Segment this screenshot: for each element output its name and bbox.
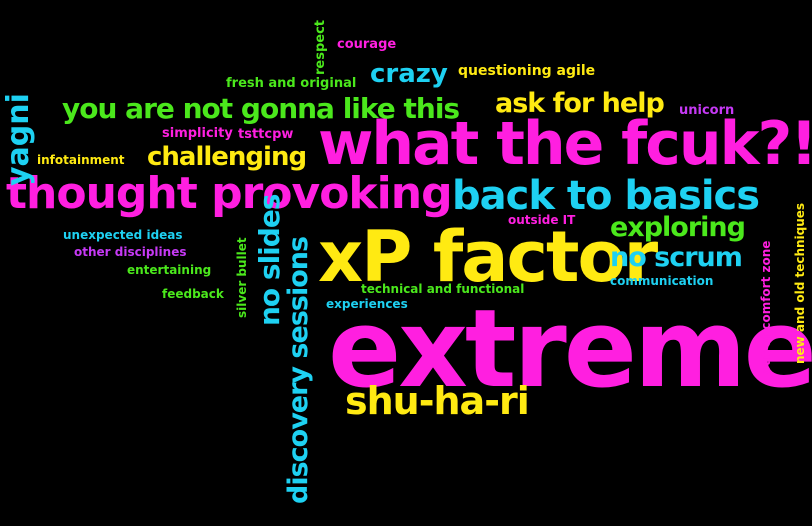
word-courage: courage (337, 37, 397, 52)
word-feedback: feedback (162, 287, 224, 301)
word-communication: communication (610, 274, 714, 288)
word-tsttcpw: tsttcpw (238, 127, 294, 142)
word-unexpected-ideas: unexpected ideas (63, 228, 183, 242)
word-out-of-comfort-zone: out of comfort zone (759, 240, 773, 374)
word-ask-for-help: ask for help (495, 88, 665, 119)
word-thought-provoking: thought provoking (6, 168, 453, 219)
word-technical-and-functional: technical and functional (361, 282, 525, 296)
word-what-the-fcuk: what the fcuk?! (318, 109, 812, 179)
word-outside-it: outside IT (508, 213, 576, 227)
word-no-scrum: no scrum (610, 242, 743, 273)
word-fresh-and-original: fresh and original (226, 76, 357, 91)
word-infotainment: infotainment (37, 153, 125, 167)
word-unicorn: unicorn (679, 103, 735, 118)
word-crazy: crazy (370, 59, 448, 89)
word-discovery-sessions: discovery sessions (283, 236, 314, 504)
word-experiences: experiences (326, 297, 408, 311)
word-you-are-not-gonna-like-this: you are not gonna like this (62, 92, 460, 125)
word-simplicity: simplicity (162, 126, 233, 141)
word-yagni: yagni (1, 93, 36, 186)
word-entertaining: entertaining (127, 263, 212, 277)
word-extreme: extreme (328, 287, 812, 412)
word-exploring: exploring (610, 212, 746, 243)
word-no-slides: no slides (253, 194, 286, 326)
word-silver-bullet: silver bullet (235, 237, 249, 318)
word-new-and-old-techniques: new and old techniques (793, 202, 807, 364)
word-challenging: challenging (147, 142, 307, 172)
word-back-to-basics: back to basics (452, 173, 760, 219)
word-shu-ha-ri: shu-ha-ri (345, 379, 530, 423)
word-respect: respect (313, 19, 328, 75)
word-other-disciplines: other disciplines (74, 245, 187, 259)
word-xp-factor: xP factor (318, 216, 658, 298)
word-questioning-agile: questioning agile (458, 63, 596, 79)
